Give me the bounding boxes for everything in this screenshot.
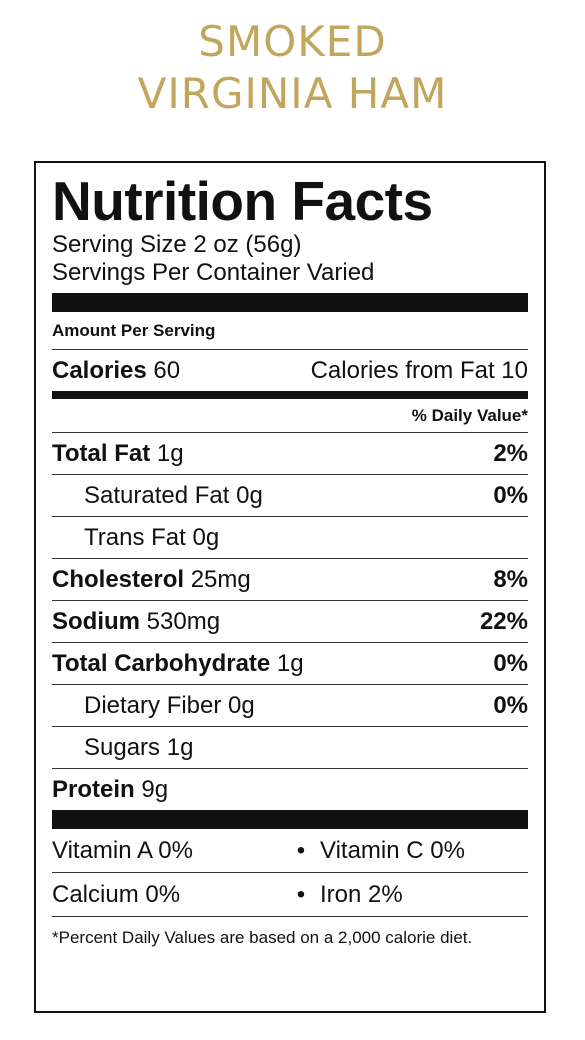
nutrient-amount: 0g xyxy=(192,523,220,551)
nutrient-amount: 1g xyxy=(156,439,184,467)
footnote: *Percent Daily Values are based on a 2,0… xyxy=(52,928,473,947)
nutrient-row-total-fat: Total Fat 1g 2% xyxy=(52,432,528,474)
medium-divider xyxy=(52,391,528,399)
nutrient-amount: 0g xyxy=(236,481,263,509)
thick-divider xyxy=(52,293,528,312)
nutrient-name: Sodium xyxy=(52,607,140,635)
thick-divider xyxy=(52,810,528,829)
product-title-line2: VIRGINIA HAM xyxy=(137,69,448,118)
nutrient-name: Sugars xyxy=(84,733,161,761)
nutrient-row-trans-fat: Trans Fat 0g xyxy=(52,516,528,558)
nutrient-dv: 8% xyxy=(493,565,528,593)
calories-value: 60 xyxy=(153,356,181,384)
product-title: SMOKED VIRGINIA HAM xyxy=(0,16,585,120)
nutrient-dv: 0% xyxy=(493,691,528,719)
calories-row: Calories 60 Calories from Fat 10 xyxy=(52,349,528,391)
serving-size: Serving Size 2 oz (56g) xyxy=(52,231,302,258)
product-title-line1: SMOKED xyxy=(198,17,387,66)
nutrient-amount: 530mg xyxy=(146,607,221,635)
nutrient-row-dietary-fiber: Dietary Fiber 0g 0% xyxy=(52,684,528,726)
nutrient-row-sugars: Sugars 1g xyxy=(52,726,528,768)
nutrient-dv: 22% xyxy=(479,607,528,635)
nutrient-name: Dietary Fiber xyxy=(84,691,222,719)
nutrient-name: Saturated Fat xyxy=(84,481,230,509)
calories: Calories 60 xyxy=(52,357,180,385)
nutrient-name: Total Fat xyxy=(52,439,151,467)
vitamin-a: Vitamin A 0% xyxy=(52,836,193,864)
nutrient-name: Total Carbohydrate xyxy=(52,649,271,677)
nutrient-dv: 2% xyxy=(493,439,528,467)
calories-from-fat: Calories from Fat 10 xyxy=(310,356,528,384)
nutrition-facts-heading: Nutrition Facts xyxy=(52,170,433,232)
nutrient-row-saturated-fat: Saturated Fat 0g 0% xyxy=(52,474,528,516)
calcium: Calcium 0% xyxy=(52,880,181,908)
amount-per-serving: Amount Per Serving xyxy=(52,321,216,340)
calories-label: Calories xyxy=(52,356,147,384)
mineral-row: Calcium 0% • Iron 2% xyxy=(52,873,528,917)
nutrient-dv: 0% xyxy=(493,481,528,509)
bullet-separator: • xyxy=(296,836,306,864)
nutrient-amount: 25mg xyxy=(190,565,251,593)
nutrient-amount: 1g xyxy=(276,649,304,677)
nutrient-amount: 1g xyxy=(166,733,194,761)
nutrient-row-protein: Protein 9g xyxy=(52,768,528,810)
vitamin-row: Vitamin A 0% • Vitamin C 0% xyxy=(52,829,528,873)
nutrient-name: Cholesterol xyxy=(52,565,185,593)
nutrient-amount: 0g xyxy=(228,691,255,719)
nutrient-name: Protein xyxy=(52,775,135,803)
nutrient-row-cholesterol: Cholesterol 25mg 8% xyxy=(52,558,528,600)
nutrient-amount: 9g xyxy=(141,775,169,803)
bullet-separator: • xyxy=(296,880,306,908)
nutrient-row-sodium: Sodium 530mg 22% xyxy=(52,600,528,642)
servings-per-container: Servings Per Container Varied xyxy=(52,259,375,286)
nutrient-name: Trans Fat xyxy=(84,523,186,551)
nutrient-row-total-carbohydrate: Total Carbohydrate 1g 0% xyxy=(52,642,528,684)
nutrient-dv: 0% xyxy=(493,649,528,677)
daily-value-header: % Daily Value* xyxy=(411,406,528,425)
iron: Iron 2% xyxy=(320,880,403,908)
nutrition-facts-panel: Nutrition Facts Serving Size 2 oz (56g) … xyxy=(34,161,546,1013)
vitamin-c: Vitamin C 0% xyxy=(320,836,465,864)
